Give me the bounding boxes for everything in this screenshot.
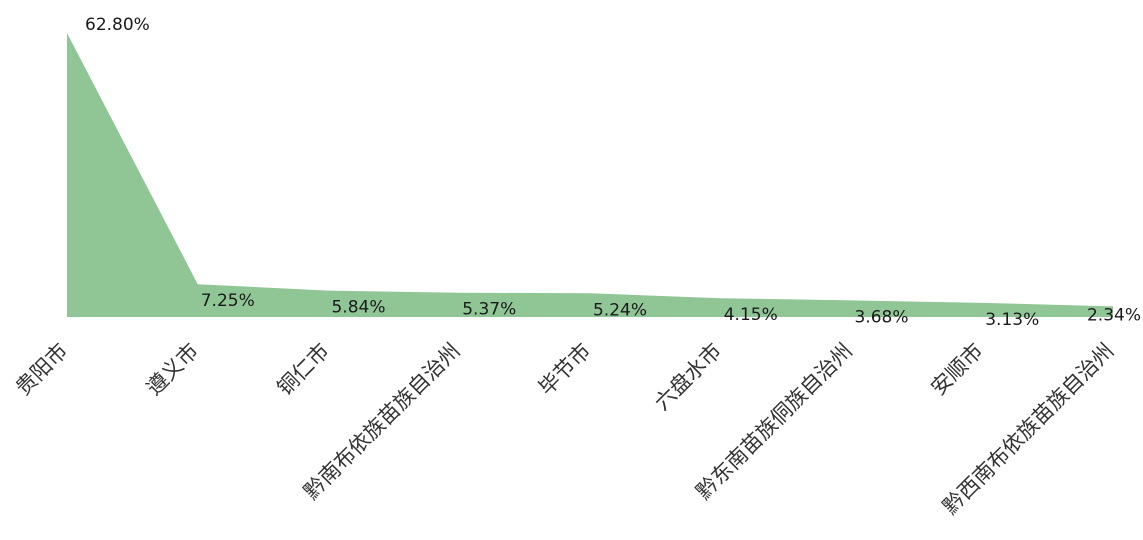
data-label-1: 7.25% xyxy=(201,291,255,311)
tick-label-1: 遵义市 xyxy=(142,339,204,401)
data-label-8: 2.34% xyxy=(1087,305,1141,325)
data-label-0: 62.80% xyxy=(85,15,150,35)
data-labels: 62.80% 7.25% 5.84% 5.37% 5.24% 4.15% 3.68% 3.13… xyxy=(85,15,1141,330)
data-label-6: 3.68% xyxy=(854,307,908,327)
tick-label-0: 贵阳市 xyxy=(11,339,73,401)
data-label-7: 3.13% xyxy=(985,310,1039,330)
series-area xyxy=(67,33,1113,317)
data-label-2: 5.84% xyxy=(331,298,385,318)
data-label-4: 5.24% xyxy=(593,300,647,320)
tick-label-5: 六盘水市 xyxy=(650,339,726,415)
data-label-5: 4.15% xyxy=(724,305,778,325)
tick-label-7: 安顺市 xyxy=(926,339,988,401)
tick-label-2: 铜仁市 xyxy=(273,339,335,401)
data-label-3: 5.37% xyxy=(462,300,516,320)
tick-label-4: 毕节市 xyxy=(534,339,596,401)
